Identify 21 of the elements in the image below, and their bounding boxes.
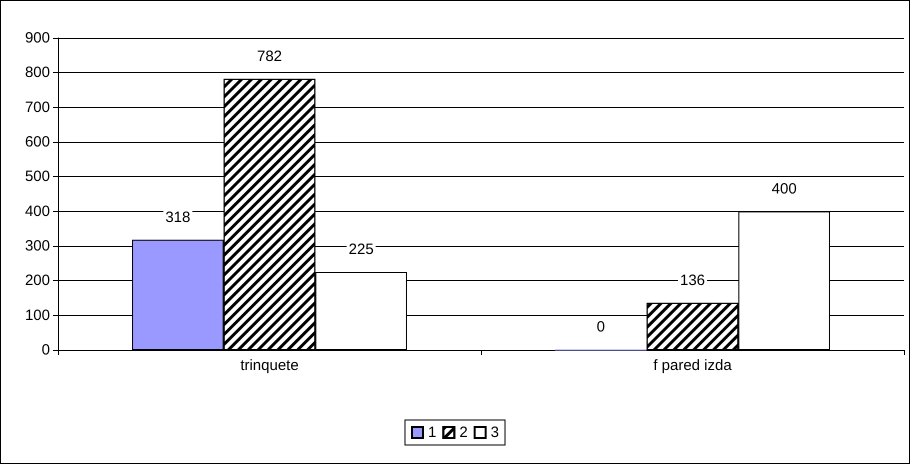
data-label: 318 [165,208,190,226]
legend-label: 3 [490,424,500,441]
legend-label: 1 [428,424,436,441]
y-tick-label: 400 [24,202,50,220]
y-tick-label: 800 [24,64,50,82]
data-label: 782 [256,48,282,65]
y-tick-label: 600 [24,134,50,150]
data-label: 136 [680,272,706,289]
data-label: 225 [348,241,374,258]
y-tick-label: 0 [42,342,50,358]
y-tick-label: 500 [24,168,50,186]
y-tick-label: 200 [24,272,50,290]
x-tick-label: f pared izda [653,357,732,374]
y-tick-label: 700 [24,98,50,116]
data-label: 400 [772,180,797,198]
data-label: 0 [596,318,606,336]
x-tick-label: trinquete [240,357,299,374]
y-tick-label: 300 [24,238,50,254]
y-tick-label: 100 [24,306,50,324]
legend-label: 2 [459,424,468,441]
y-tick-label: 900 [24,30,50,46]
